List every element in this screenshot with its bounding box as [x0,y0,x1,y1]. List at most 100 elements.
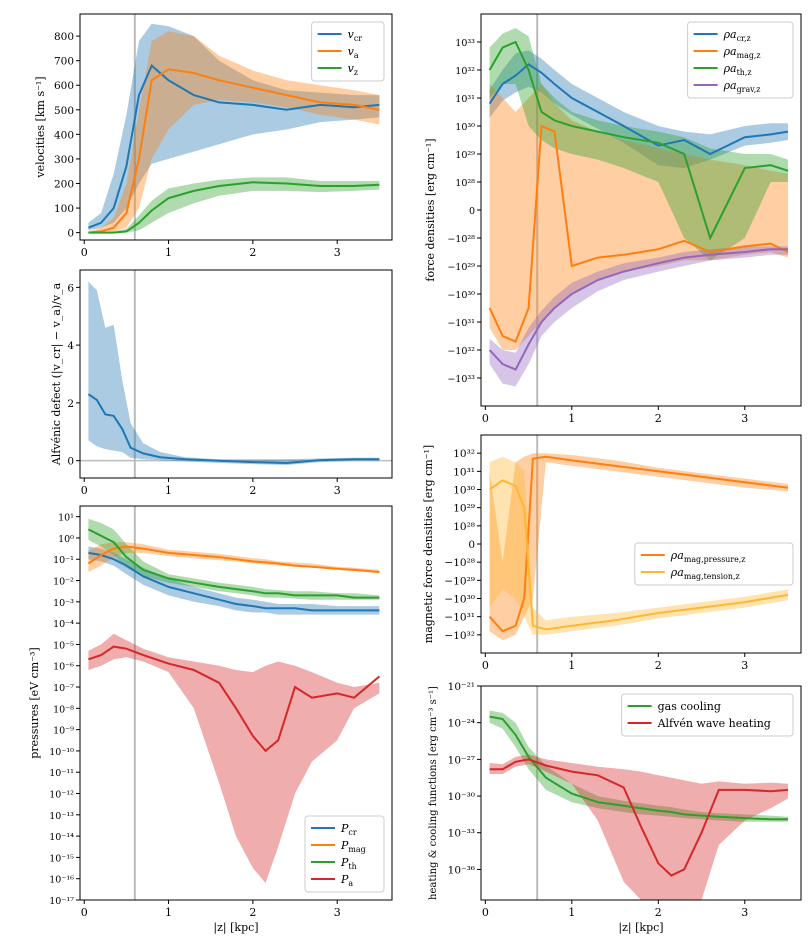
panel-alfvenic-defect: Alfvénic defect (|v_cr| − v_a)/v_a 0 1 2 3 0… [50,269,393,497]
forces-xtick-label: 1 [568,412,575,425]
magnetic-ytick-label: 10³¹ [453,466,475,478]
magnetic-legend-label: ρamag,pressure,z [670,549,746,564]
pressures-line-1 [87,545,380,573]
pressures-ytick-label: 10¹ [58,513,74,524]
velocities-ytick-label: 500 [54,105,74,117]
pressures-ytick-label: 10⁻⁴ [53,619,74,630]
heating-xtick-label: 2 [655,906,662,919]
pressures-ytick-label: 10⁻³ [53,598,74,609]
velocities-ytick-label: 800 [54,31,74,43]
pressures-ytick-label: 10⁻⁹ [53,726,74,737]
pressures-xtick-label: 3 [334,906,341,919]
magnetic-band-1 [489,456,788,635]
forces-ytick-label: −10²⁹ [447,262,475,273]
forces-line-2 [488,40,789,241]
magnetic-ytick-label: 10²⁸ [453,521,475,533]
heating-plot-area [489,686,789,900]
forces-ytick-label: −10³² [447,346,475,357]
heating-band-0 [489,710,788,822]
velocities-legend-label: vcr [348,28,363,43]
forces-legend-label: ρath,z [723,62,752,77]
heating-xtick-label: 3 [741,906,748,919]
velocities-legend-label: va [348,45,359,60]
forces-ytick-label: −10³¹ [447,318,475,329]
forces-legend-label: ρagrav,z [723,79,761,94]
heating-band-1 [489,754,788,900]
forces-legend-label: ρacr,z [723,28,751,43]
pressures-ytick-label: 10⁻⁸ [53,704,74,715]
forces-ytick-label: 10²⁸ [455,178,475,189]
forces-band-0 [489,50,788,168]
pressures-ytick-label: 10⁻⁵ [53,640,74,651]
pressures-ytick-label: 10⁻¹⁵ [49,853,74,864]
forces-ytick-label: 0 [469,206,475,217]
heating-xtick-label: 0 [482,906,489,919]
heating-ytick-label: 10⁻³³ [448,828,475,840]
pressures-ytick-label: 10⁻¹⁶ [49,875,74,886]
magnetic-plot-area [488,435,789,653]
pressures-band-0 [88,546,380,615]
velocities-ytick-label: 0 [67,228,74,240]
panel-magnetic-force: magnetic force densities [erg cm⁻¹] 0 1 2 3… [422,434,802,672]
velocities-ytick-label: 400 [54,129,74,141]
pressures-ylabel: pressures [eV cm⁻³] [28,647,41,758]
forces-plot-area [488,14,789,406]
pressures-legend-label: Pa [340,873,353,888]
pressures-ytick-label: 10⁻¹² [49,790,74,801]
velocities-xtick-label: 3 [334,246,341,259]
velocities-xtick-label: 2 [249,246,256,259]
pressures-ytick-label: 10⁻¹⁷ [49,896,74,907]
alfvenic-ytick-label: 2 [67,398,74,410]
alfvenic-line-0 [87,393,380,465]
heating-legend: gas cooling Alfvén wave heating [621,693,794,737]
panel-velocities: velocities [km s⁻¹] 0 1 2 3 0 100 200 300 400 500… [34,13,393,259]
pressures-ytick-label: 10⁻¹¹ [49,768,74,779]
pressures-plot-area [87,506,381,900]
forces-ytick-label: −10³³ [447,374,475,385]
velocities-frame [79,13,393,241]
velocities-xtick-label: 0 [81,246,88,259]
forces-xtick-label: 3 [741,412,748,425]
magnetic-ytick-label: −10²⁸ [444,557,475,569]
pressures-ytick-label: 10⁰ [58,534,74,545]
velocities-plot-area [88,14,380,240]
velocities-band-0 [88,23,380,231]
pressures-ytick-label: 10⁻¹ [53,555,74,566]
forces-band-3 [489,246,788,387]
forces-legend: ρacr,z ρamag,z ρath,z ρagrav,z [687,21,794,99]
magnetic-line-1 [489,479,789,631]
alfvenic-ytick-label: 6 [67,282,74,294]
velocities-line-1 [88,68,380,234]
velocities-legend: vcr va vz [311,21,385,82]
heating-xlabel: |z| [kpc] [618,921,663,935]
velocities-line-0 [88,63,380,229]
pressures-xtick-label: 1 [165,906,172,919]
heating-ylabel: heating & cooling functions [erg cm⁻³ s⁻… [428,686,439,900]
magnetic-ytick-label: 0 [468,539,475,551]
pressures-legend: Pcr Pmag Pth Pa [304,815,385,893]
magnetic-legend-label: ρamag,tension,z [670,566,740,581]
magnetic-ytick-label: 10²⁹ [453,503,475,515]
alfvenic-frame [79,269,393,479]
magnetic-xtick-label: 0 [482,659,489,672]
magnetic-xtick-label: 3 [741,659,748,672]
heating-xtick-label: 1 [568,906,575,919]
panel-force-densities: force densities [erg cm⁻¹] 0 1 2 3 10³³ 10³² 1… [424,13,802,425]
pressures-ytick-label: 10⁻⁶ [53,662,74,673]
pressures-legend-label: Pmag [340,839,366,854]
magnetic-ytick-label: −10²⁹ [444,575,475,587]
pressures-ytick-label: 10⁻¹³ [49,811,74,822]
pressures-legend-label: Pth [340,856,357,871]
velocities-ytick-label: 100 [54,203,74,215]
pressures-frame [79,505,393,901]
heating-ytick-label: 10⁻³⁰ [448,791,475,803]
velocities-ytick-label: 700 [54,56,74,68]
forces-band-2 [489,28,788,261]
forces-xtick-label: 2 [655,412,662,425]
magnetic-legend: ρamag,pressure,z ρamag,tension,z [634,542,794,586]
forces-legend-label: ρamag,z [723,45,761,60]
pressures-line-2 [87,528,380,599]
alfvenic-ytick-label: 4 [67,340,74,352]
forces-ytick-label: −10³⁰ [447,290,475,301]
magnetic-ytick-label: −10³² [444,630,475,642]
